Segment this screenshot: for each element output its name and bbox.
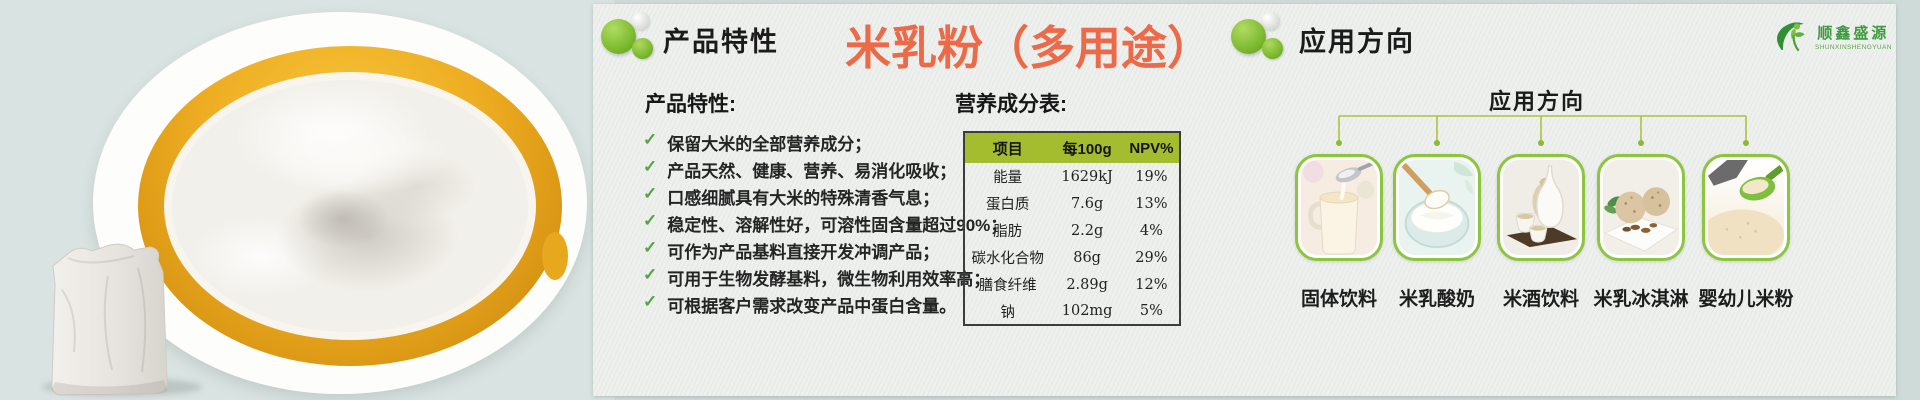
applications-diagram-title: 应用方向 xyxy=(1488,89,1585,114)
app-card-ice-cream xyxy=(1597,154,1685,261)
col-header: 每100g xyxy=(1050,132,1124,163)
rice-wine-image xyxy=(1503,160,1579,255)
bubbles-icon xyxy=(601,12,659,64)
app-card-rice-yogurt xyxy=(1393,154,1481,261)
company-logo: 顺鑫盛源 SHUNXINSHENGYUAN xyxy=(1771,18,1892,54)
check-icon: ✓ xyxy=(643,292,658,311)
app-card-solid-beverage xyxy=(1295,154,1383,261)
table-row: 脂肪 2.2g 4% xyxy=(993,222,1163,241)
feature-item: ✓ 稳定性、溶解性好，可溶性固含量超过90%； xyxy=(643,211,1008,235)
check-icon: ✓ xyxy=(643,238,658,257)
features-heading: 产品特性: xyxy=(645,93,736,116)
feature-item: ✓ 可用于生物发酵基料，微生物利用效率高； xyxy=(643,265,991,289)
logo-name-en: SHUNXINSHENGYUAN xyxy=(1815,43,1892,51)
powder-bag-image xyxy=(51,243,168,396)
product-photo xyxy=(0,0,615,400)
col-header: NPV% xyxy=(1123,132,1180,163)
logo-name-cn: 顺鑫盛源 xyxy=(1817,24,1890,42)
table-row: 碳水化合物 86g 29% xyxy=(971,249,1168,268)
app-card-infant-rice-powder xyxy=(1702,154,1790,261)
feature-item: ✓ 可作为产品基料直接开发冲调产品； xyxy=(643,238,940,262)
app-label: 婴幼儿米粉 xyxy=(1698,289,1794,310)
app-label: 米乳冰淇淋 xyxy=(1593,289,1689,310)
app-label: 米酒饮料 xyxy=(1502,289,1579,310)
table-row: 能量 1629kJ 19% xyxy=(993,168,1168,187)
infant-powder-image xyxy=(1708,160,1784,255)
feature-item: ✓ 产品天然、健康、营养、易消化吸收； xyxy=(643,157,957,181)
check-icon: ✓ xyxy=(643,265,658,284)
check-icon: ✓ xyxy=(643,211,658,230)
app-card-rice-wine xyxy=(1497,154,1585,261)
table-header-row: 项目 每100g NPV% xyxy=(964,132,1180,163)
rice-powder-image xyxy=(172,80,528,332)
logo-leaf-icon xyxy=(1777,22,1805,52)
nutrition-table: 项目 每100g NPV% 能量 1629kJ 19% 蛋白质 7.6g 13% 脂肪 2… xyxy=(963,131,1181,326)
col-header: 项目 xyxy=(964,132,1051,163)
nutrition-heading: 营养成分表: xyxy=(955,93,1067,116)
feature-item: ✓ 可根据客户需求改变产品中蛋白含量。 xyxy=(643,292,957,316)
features-list: ✓ 保留大米的全部营养成分； ✓ 产品天然、健康、营养、易消化吸收； ✓ 口感细腻具有… xyxy=(643,130,1008,319)
page-title: 米乳粉（多用途） xyxy=(845,21,1213,75)
table-row: 蛋白质 7.6g 13% xyxy=(985,195,1168,214)
milk-drink-image xyxy=(1301,160,1377,255)
check-icon: ✓ xyxy=(643,130,658,149)
app-label: 米乳酸奶 xyxy=(1398,289,1475,310)
yogurt-image xyxy=(1399,160,1475,255)
table-row: 钠 102mg 5% xyxy=(1000,303,1163,321)
check-icon: ✓ xyxy=(643,184,658,203)
section-title-applications: 应用方向 xyxy=(1299,27,1415,57)
feature-item: ✓ 保留大米的全部营养成分； xyxy=(643,130,872,154)
bubbles-icon xyxy=(1231,12,1289,64)
section-title-product-features: 产品特性 xyxy=(663,27,779,57)
info-panel: 产品特性 米乳粉（多用途） 应用方向 顺鑫盛源 SHUNXINSHENGYUAN… xyxy=(593,4,1896,396)
app-label: 固体饮料 xyxy=(1300,289,1377,310)
table-row: 膳食纤维 2.89g 12% xyxy=(978,276,1168,295)
bracket-connector xyxy=(1336,115,1749,146)
feature-item: ✓ 口感细腻具有大米的特殊清香气息； xyxy=(643,184,940,208)
check-icon: ✓ xyxy=(643,157,658,176)
ice-cream-image xyxy=(1603,160,1679,255)
